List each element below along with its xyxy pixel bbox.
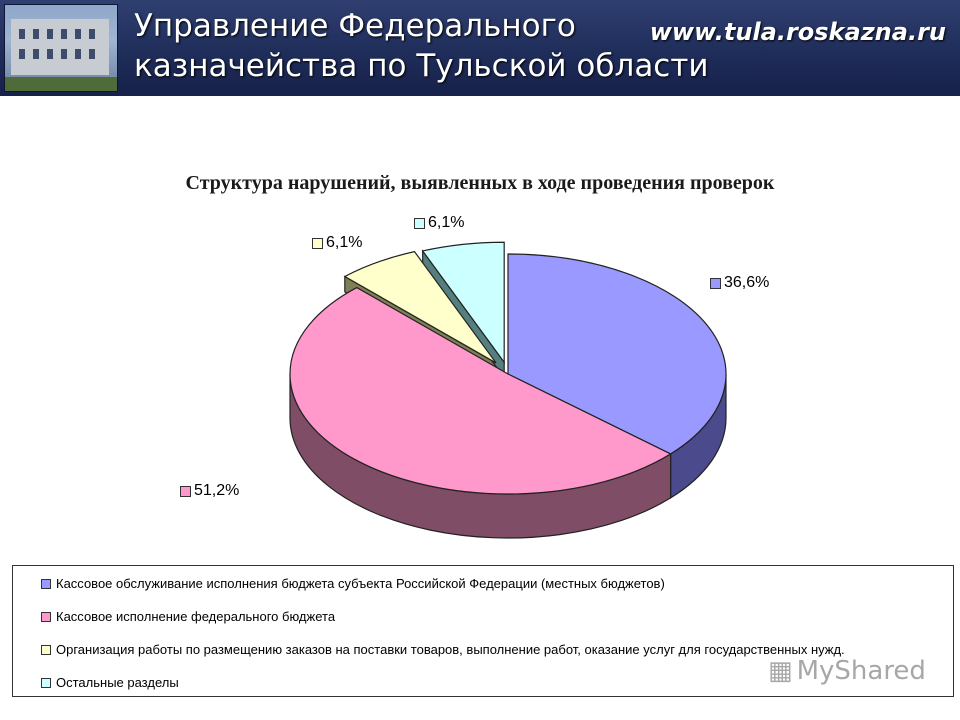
legend-item-4: Остальные разделы	[41, 675, 179, 690]
banner-title-line-2: казначейства по Тульской области	[134, 48, 709, 84]
legend-item-1: Кассовое обслуживание исполнения бюджета…	[41, 576, 665, 591]
watermark: ▦ MyShared	[768, 656, 926, 686]
legend-item-3: Организация работы по размещению заказов…	[41, 642, 845, 657]
legend-text-4: Остальные разделы	[56, 675, 179, 690]
legend-item-2: Кассовое исполнение федерального бюджета	[41, 609, 335, 624]
data-label-1-text: 36,6%	[724, 274, 770, 291]
legend-text-2: Кассовое исполнение федерального бюджета	[56, 609, 336, 624]
banner-title: Управление Федерального казначейства по …	[134, 6, 709, 86]
label-swatch-1	[710, 277, 721, 289]
data-label-2-text: 51,2%	[194, 482, 240, 499]
data-label-2: 51,2%	[180, 482, 239, 500]
pie-slice-1	[507, 253, 727, 455]
presentation-icon: ▦	[768, 656, 793, 686]
pie-tops	[289, 241, 727, 495]
data-label-3-text: 6,1%	[326, 234, 363, 251]
banner-title-line-1: Управление Федерального	[134, 8, 576, 44]
pie-slice-3	[343, 250, 497, 364]
pie-slice-4	[421, 241, 505, 365]
legend-text-3: Организация работы по размещению заказов…	[56, 642, 845, 657]
data-label-3: 6,1%	[312, 234, 362, 252]
chart-legend: Кассовое обслуживание исполнения бюджета…	[12, 565, 954, 697]
legend-swatch-4	[41, 677, 51, 688]
site-url: www.tula.roskazna.ru	[649, 18, 946, 46]
building-photo	[4, 4, 118, 92]
label-swatch-3	[312, 237, 323, 249]
legend-swatch-2	[41, 611, 51, 622]
data-label-1: 36,6%	[710, 274, 769, 292]
chart-title: Структура нарушений, выявленных в ходе п…	[185, 172, 775, 194]
label-swatch-2	[180, 485, 191, 497]
header-banner: Управление Федерального казначейства по …	[0, 0, 960, 96]
watermark-text: MyShared	[796, 656, 926, 686]
legend-text-1: Кассовое обслуживание исполнения бюджета…	[56, 576, 665, 591]
legend-swatch-3	[41, 644, 51, 655]
data-label-4: 6,1%	[414, 214, 464, 232]
legend-swatch-1	[41, 578, 51, 589]
data-label-4-text: 6,1%	[428, 214, 465, 231]
label-swatch-4	[414, 217, 425, 229]
pie-slice-2	[289, 286, 672, 495]
